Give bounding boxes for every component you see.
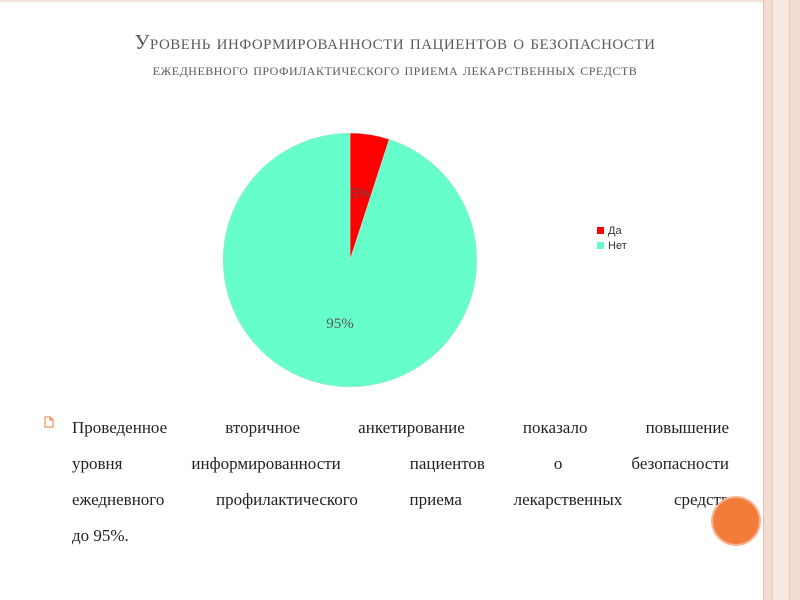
chart-legend: Да Нет — [597, 223, 627, 253]
bullet-line-4: до 95%. — [72, 526, 129, 545]
legend-label-da: Да — [608, 224, 622, 237]
pie-chart-svg: 5% 95% — [222, 132, 478, 388]
bullet-text: Проведенное вторичное анкетирование пока… — [72, 410, 729, 554]
legend-label-net: Нет — [608, 239, 627, 252]
legend-item-net: Нет — [597, 238, 627, 253]
pie-slice-net — [222, 132, 478, 388]
decorative-orange-circle — [713, 498, 759, 544]
decorative-right-stripe — [763, 0, 800, 600]
legend-swatch-da — [597, 227, 604, 234]
bullet-line-3: ежедневного профилактического приема лек… — [72, 490, 729, 509]
pie-label-da: 5% — [350, 186, 370, 202]
legend-item-da: Да — [597, 223, 627, 238]
top-border — [0, 0, 764, 2]
title-line-2: ежедневного профилактического приема лек… — [152, 60, 638, 79]
legend-swatch-net — [597, 242, 604, 249]
pie-label-net: 95% — [326, 316, 354, 332]
bullet-line-2: уровня информированности пациентов о без… — [72, 454, 729, 473]
bullet-line-1: Проведенное вторичное анкетирование пока… — [72, 418, 729, 437]
stripe-inner-band — [772, 0, 790, 600]
title-line-1: Уровень информированности пациентов о бе… — [134, 30, 656, 54]
slide-title: Уровень информированности пациентов о бе… — [40, 28, 750, 82]
bullet-icon — [44, 416, 54, 428]
pie-chart: 5% 95% — [210, 120, 660, 400]
